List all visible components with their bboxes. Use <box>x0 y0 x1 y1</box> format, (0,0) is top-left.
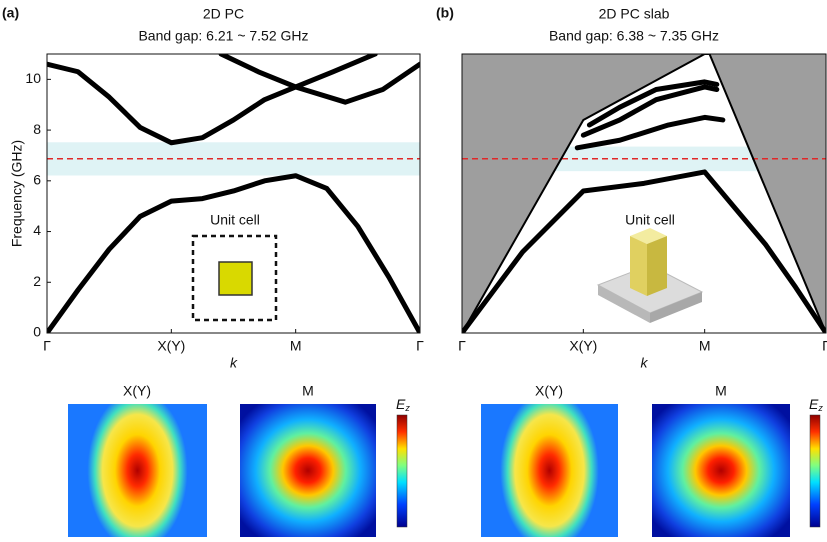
field-map-label: X(Y) <box>535 383 563 399</box>
field-map <box>68 404 207 537</box>
panel-label: (b) <box>436 5 454 21</box>
band-curve <box>47 176 420 333</box>
field-map-label: M <box>715 383 727 399</box>
x-tick-label: X(Y) <box>569 338 597 354</box>
inset-label: Unit cell <box>210 212 260 228</box>
y-tick-label: 4 <box>33 222 41 238</box>
x-axis-label: k <box>641 355 649 371</box>
x-tick-label: Γ <box>822 338 827 354</box>
chart-title: 2D PC slab <box>599 6 670 22</box>
y-axis-label: Frequency (GHz) <box>9 140 25 247</box>
x-tick-label: X(Y) <box>157 338 185 354</box>
colorbar-subscript: z <box>817 403 823 413</box>
unit-cell-rod <box>219 262 252 295</box>
panel-label: (a) <box>2 5 19 21</box>
y-tick-label: 10 <box>25 70 41 86</box>
inset-label: Unit cell <box>625 212 675 228</box>
chart-subtitle: Band gap: 6.38 ~ 7.35 GHz <box>549 28 719 44</box>
chart-subtitle: Band gap: 6.21 ~ 7.52 GHz <box>138 28 308 44</box>
field-map-label: M <box>302 383 314 399</box>
plots: (a) 2D PC Band gap: 6.21 ~ 7.52 GHz k Freque… <box>2 5 827 371</box>
x-tick-label: M <box>290 338 302 354</box>
colorbar-subscript: z <box>404 403 410 413</box>
x-tick-label: Γ <box>458 338 466 354</box>
y-tick-label: 6 <box>33 172 41 188</box>
field-map <box>652 404 790 537</box>
colorbar-label: Ez <box>396 396 410 414</box>
colorbar <box>397 415 407 527</box>
colorbar-label: Ez <box>809 396 823 414</box>
x-tick-label: M <box>699 338 711 354</box>
x-tick-label: Γ <box>416 338 424 354</box>
figure: (a) 2D PC Band gap: 6.21 ~ 7.52 GHz k Freque… <box>0 0 827 542</box>
field-map-label: X(Y) <box>123 383 151 399</box>
field-map <box>481 404 618 537</box>
field-map <box>240 404 376 537</box>
y-tick-label: 2 <box>33 273 41 289</box>
y-tick-label: 0 <box>33 324 41 340</box>
x-axis-label: k <box>230 355 238 371</box>
colorbar <box>810 415 820 527</box>
y-tick-label: 8 <box>33 121 41 137</box>
x-tick-label: Γ <box>43 338 51 354</box>
slab-unit-cell <box>598 228 702 323</box>
chart-title: 2D PC <box>203 6 244 22</box>
